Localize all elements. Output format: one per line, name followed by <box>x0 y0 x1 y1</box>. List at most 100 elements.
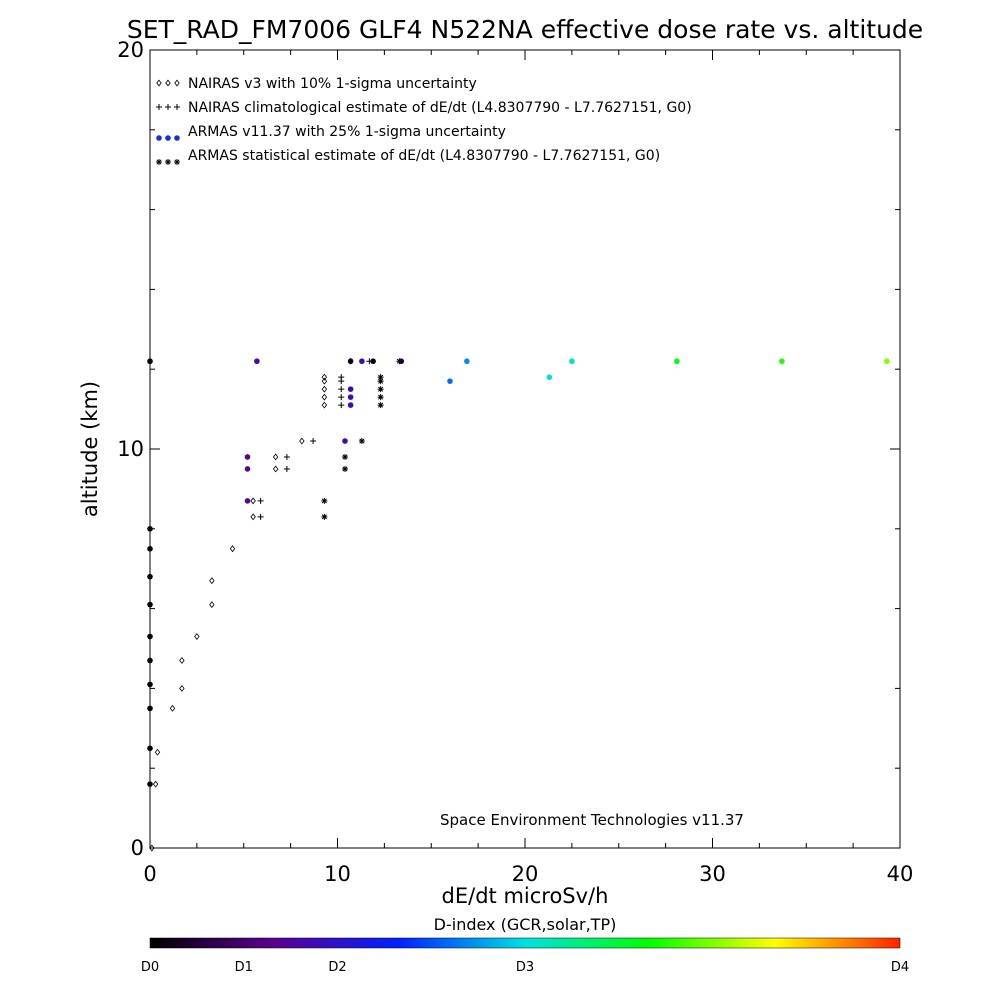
nairas-climatological-point <box>283 453 290 460</box>
armas-point <box>359 358 365 365</box>
nairas-v3-point <box>209 577 215 585</box>
armas-statistical-point <box>321 513 328 520</box>
legend-dot-marker <box>156 135 162 141</box>
nairas-climatological-point <box>338 374 345 381</box>
x-tick-label: 10 <box>324 862 351 886</box>
legend-label: NAIRAS climatological estimate of dE/dt … <box>188 100 692 116</box>
y-axis-label: altitude (km) <box>78 381 102 517</box>
legend-asterisk-marker <box>165 159 171 165</box>
nairas-v3-point <box>152 780 159 788</box>
legend-plus-marker <box>174 104 180 110</box>
armas-point <box>244 498 251 504</box>
armas-statistical-point <box>358 438 365 445</box>
plot-frame <box>149 49 901 849</box>
armas-point <box>779 358 785 365</box>
armas-statistical-point <box>321 497 328 504</box>
nairas-climatological-point <box>338 394 345 401</box>
colorbar-title: D-index (GCR,solar,TP) <box>434 915 617 934</box>
nairas-climatological-point <box>338 386 345 393</box>
armas-point <box>464 358 470 365</box>
x-tick-label: 0 <box>143 862 156 886</box>
armas-point <box>147 358 153 365</box>
armas-point <box>254 358 260 365</box>
armas-point <box>546 374 553 380</box>
colorbar-label: D3 <box>516 960 534 975</box>
y-tick-label: 0 <box>131 836 144 860</box>
armas-point <box>342 438 348 444</box>
armas-point <box>147 545 153 552</box>
colorbar-label: D1 <box>235 960 253 975</box>
x-tick-label: 20 <box>512 862 539 886</box>
armas-statistical-point <box>377 394 384 401</box>
nairas-v3-point <box>272 465 279 473</box>
colorbar-label: D4 <box>891 960 909 975</box>
nairas-v3-point <box>149 844 155 852</box>
armas-point <box>447 378 453 384</box>
x-axis-label: dE/dt microSv/h <box>442 884 609 908</box>
y-tick-label: 10 <box>117 437 144 461</box>
armas-point <box>674 358 680 365</box>
nairas-v3-point <box>250 513 256 521</box>
legend-label: ARMAS v11.37 with 25% 1-sigma uncertaint… <box>188 124 506 140</box>
legend-diamond-marker <box>165 79 171 87</box>
nairas-v3-point <box>321 393 328 401</box>
legend-dot-marker <box>174 135 180 141</box>
armas-point <box>347 386 354 392</box>
nairas-v3-point <box>179 684 185 692</box>
armas-point <box>398 358 405 365</box>
armas-point <box>569 358 575 365</box>
legend-label: NAIRAS v3 with 10% 1-sigma uncertainty <box>188 76 477 92</box>
armas-point <box>347 358 354 365</box>
nairas-v3-point <box>229 545 236 553</box>
nairas-v3-point <box>194 633 200 640</box>
armas-point <box>884 358 890 365</box>
nairas-climatological-point <box>257 497 264 504</box>
armas-point <box>147 601 153 608</box>
armas-point <box>347 402 354 408</box>
colorbar <box>149 937 901 949</box>
armas-point <box>147 573 153 580</box>
nairas-v3-point <box>321 385 328 393</box>
y-tick-label: 20 <box>117 38 144 62</box>
nairas-v3-point <box>321 373 328 381</box>
armas-point <box>147 745 153 752</box>
armas-statistical-point <box>377 402 384 409</box>
nairas-v3-point <box>321 401 328 409</box>
nairas-v3-point <box>299 437 305 445</box>
x-tick-label: 30 <box>699 862 726 886</box>
axes: 0 10 20 30 40 0 10 20 <box>117 38 913 886</box>
armas-statistical-point <box>377 374 384 381</box>
nairas-climatological-point <box>338 402 345 409</box>
legend-diamond-marker <box>174 79 180 87</box>
nairas-climatological-point <box>310 438 317 445</box>
legend-diamond-marker <box>156 79 162 87</box>
legend: NAIRAS v3 with 10% 1-sigma uncertainty NA… <box>156 76 692 165</box>
armas-point <box>147 781 153 787</box>
nairas-v3-point <box>321 377 328 385</box>
legend-asterisk-marker <box>156 159 162 165</box>
nairas-v3-point <box>209 601 215 609</box>
armas-point <box>147 681 153 688</box>
nairas-v3-point <box>169 704 176 712</box>
legend-dot-marker <box>165 135 171 141</box>
colorbar-label: D0 <box>141 960 159 975</box>
nairas-v3-point <box>250 497 256 505</box>
armas-point <box>147 633 153 640</box>
credit-label: Space Environment Technologies v11.37 <box>440 811 744 829</box>
nairas-climatological-point <box>283 465 290 472</box>
x-tick-label: 40 <box>887 862 914 886</box>
legend-label: ARMAS statistical estimate of dE/dt (L4.… <box>188 148 660 164</box>
legend-plus-marker <box>165 104 171 110</box>
armas-point <box>147 657 153 664</box>
armas-point <box>147 526 153 532</box>
armas-statistical-point <box>342 465 348 472</box>
colorbar-label: D2 <box>328 960 346 975</box>
colorbar-labels: D0 D1 D2 D3 D4 <box>141 960 909 975</box>
armas-point <box>244 466 251 472</box>
armas-point <box>147 705 153 712</box>
armas-statistical-point <box>342 453 348 460</box>
legend-asterisk-marker <box>174 159 180 165</box>
nairas-v3-point <box>154 748 161 756</box>
armas-statistical-point <box>377 378 384 385</box>
